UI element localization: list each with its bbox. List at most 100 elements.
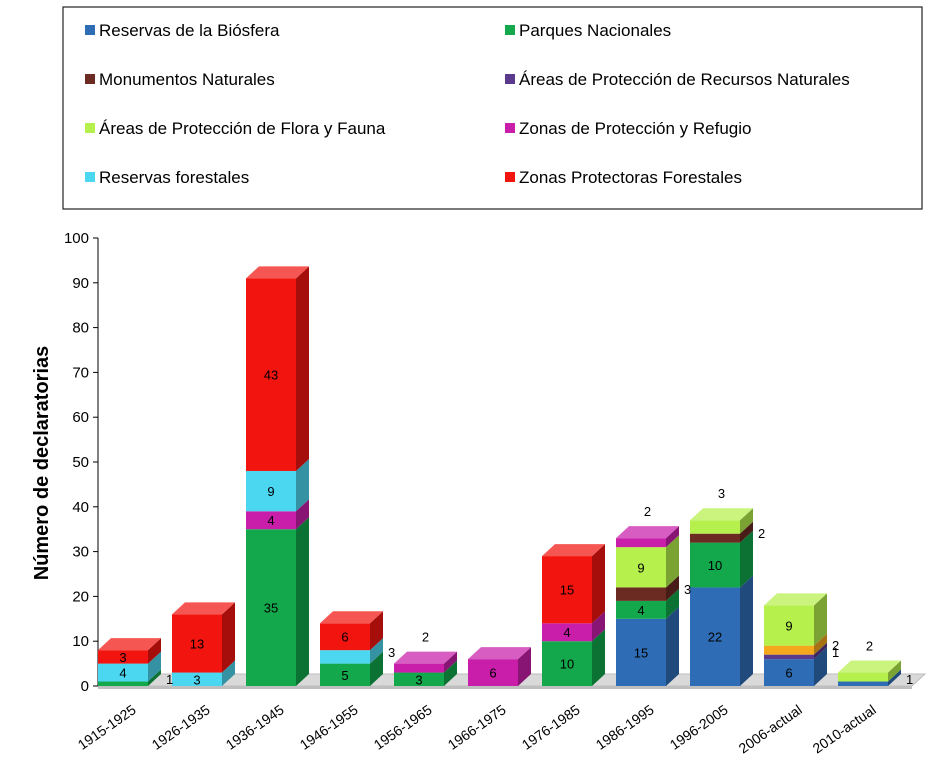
bar-segment-side [666, 606, 679, 686]
y-tick-label: 60 [72, 409, 89, 426]
bar-segment-front [764, 659, 814, 686]
bar-segment-side [444, 660, 457, 686]
bar-segment-side [740, 521, 753, 543]
bar-segment-front [394, 663, 444, 673]
bar-segment-front [246, 278, 296, 471]
data-label: 6 [341, 630, 348, 645]
legend-box [62, 6, 923, 210]
bar-segment [838, 669, 901, 686]
bar-segment [172, 660, 235, 686]
bar-segment [320, 651, 383, 686]
bar-segment-front [98, 663, 148, 682]
bar-segment-side [666, 535, 679, 588]
legend-entry: Monumentos Naturales [99, 70, 275, 89]
legend-entry: Áreas de Protección de Recursos Naturale… [519, 70, 850, 89]
data-label: 10 [560, 657, 574, 672]
bar-segment [542, 544, 605, 624]
bar-segment [98, 651, 161, 682]
data-label: 15 [634, 645, 648, 660]
bar-segment-side [370, 638, 383, 664]
legend-entry: Áreas de Protección de Flora y Fauna [99, 119, 386, 138]
bar-segment-side [296, 517, 309, 686]
bar-segment-side [148, 638, 161, 664]
data-label: 3 [388, 645, 395, 660]
bar-segment [394, 660, 457, 686]
data-label: 10 [708, 558, 722, 573]
data-label: 1 [166, 672, 173, 687]
legend-swatch [85, 25, 95, 35]
y-axis: 0 10 20 30 40 50 60 70 80 90 100 [64, 230, 99, 695]
bar-segment [764, 647, 827, 686]
data-label: 9 [637, 560, 644, 575]
data-label: 9 [785, 619, 792, 634]
bar-segment-side [370, 611, 383, 651]
data-label: 3 [415, 672, 422, 687]
bar-segment-side [148, 651, 161, 682]
bar-segment-side [296, 499, 309, 530]
legend-swatch [85, 123, 95, 133]
data-label: 4 [637, 603, 644, 618]
bar-segment [320, 638, 383, 664]
bar-segment-top [690, 508, 753, 521]
data-label: 5 [341, 668, 348, 683]
x-tick-label: 1996-2005 [667, 701, 731, 753]
data-label: 3 [684, 582, 691, 597]
floor-edge [98, 686, 912, 689]
bar-segment-side [814, 642, 827, 660]
bar-segment-side [666, 575, 679, 601]
bar-segment [98, 638, 161, 664]
bar-segment-side [370, 651, 383, 686]
bar-segment [690, 530, 753, 588]
data-label: 6 [489, 666, 496, 681]
data-label: 22 [708, 630, 722, 645]
data-label: 15 [560, 583, 574, 598]
bar-segment-side [888, 660, 901, 682]
bar-segment-front [764, 605, 814, 646]
legend-swatch [505, 74, 515, 84]
bar-segment-front [616, 538, 666, 548]
legend-swatch [505, 25, 515, 35]
bar-segment-front [246, 529, 296, 686]
bar-segment-front [690, 542, 740, 588]
y-tick-label: 10 [72, 633, 89, 650]
bar-segment [764, 633, 827, 655]
bar-segment-side [666, 588, 679, 619]
bar-segment-side [222, 660, 235, 686]
y-tick-label: 50 [72, 454, 89, 471]
bar-segment-front [98, 681, 148, 686]
bar-segment-side [740, 508, 753, 534]
bar-segment-top [838, 660, 901, 673]
data-label: 13 [190, 636, 204, 651]
y-tick-label: 40 [72, 499, 89, 516]
data-label: 35 [264, 601, 278, 616]
bar-segment-side [888, 669, 901, 686]
legend-entry: Parques Nacionales [519, 21, 671, 40]
data-label: 6 [785, 666, 792, 681]
y-tick-label: 90 [72, 275, 89, 292]
x-tick-label: 1976-1985 [519, 701, 583, 753]
bar-segment [468, 647, 531, 686]
bar-segment [690, 575, 753, 686]
legend-entry: Reservas forestales [99, 168, 249, 187]
bar-segment-side [592, 544, 605, 624]
data-label: 1 [832, 645, 839, 660]
bar-segment-top [542, 544, 605, 557]
bar-segment-front [172, 614, 222, 673]
bar-segment [764, 593, 827, 646]
bar-segment-front [394, 672, 444, 686]
x-tick-label: 1926-1935 [149, 701, 213, 753]
bar-segment [838, 660, 901, 682]
y-tick-label: 20 [72, 588, 89, 605]
bar-segment-front [542, 556, 592, 624]
bar-segment-front [320, 650, 370, 664]
y-axis-label: Número de declaratorias [31, 346, 53, 581]
bar-segment-top [616, 526, 679, 539]
bar-segment-front [838, 681, 888, 686]
x-tick-label: 2010-actual [810, 701, 879, 756]
data-label: 4 [119, 666, 126, 681]
bar-segment-side [740, 575, 753, 686]
data-label: 2 [422, 630, 429, 645]
bars: 1433133549435363261041515439222102361291… [98, 266, 913, 687]
legend-swatch [85, 172, 95, 182]
bar-segment-front [838, 672, 888, 682]
